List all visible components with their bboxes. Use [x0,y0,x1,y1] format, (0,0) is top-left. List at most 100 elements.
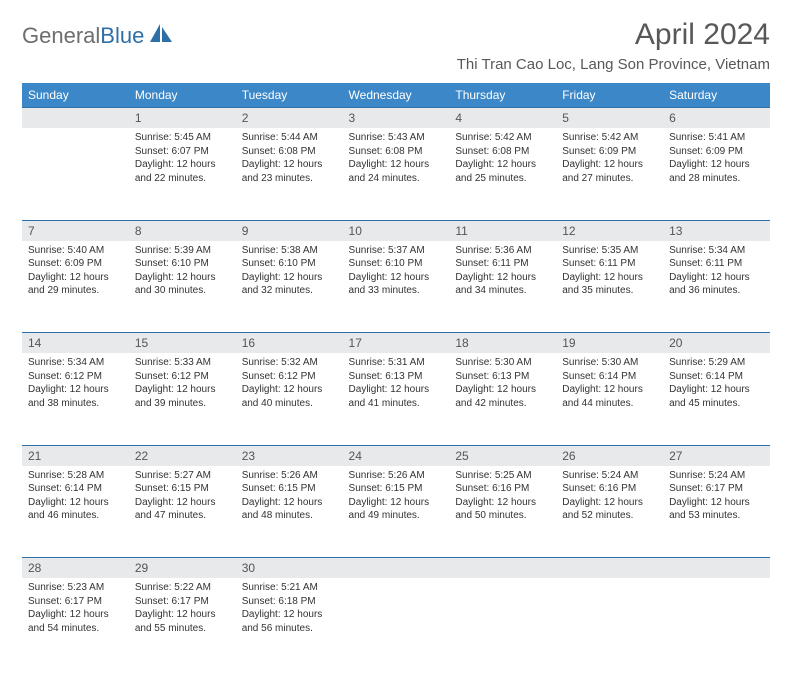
col-monday: Monday [129,83,236,108]
col-tuesday: Tuesday [236,83,343,108]
day-cell: Sunrise: 5:28 AMSunset: 6:14 PMDaylight:… [22,466,129,558]
day-number-row: 14151617181920 [22,333,770,354]
day-cell: Sunrise: 5:22 AMSunset: 6:17 PMDaylight:… [129,578,236,670]
day-number: 15 [129,333,236,354]
day-number: 17 [343,333,450,354]
day-cell: Sunrise: 5:37 AMSunset: 6:10 PMDaylight:… [343,241,450,333]
daylight-line: Daylight: 12 hours and 48 minutes. [242,496,337,523]
daylight-line: Daylight: 12 hours and 42 minutes. [455,383,550,410]
daylight-line: Daylight: 12 hours and 39 minutes. [135,383,230,410]
sail-icon [148,22,174,49]
daylight-line: Daylight: 12 hours and 44 minutes. [562,383,657,410]
daylight-line: Daylight: 12 hours and 49 minutes. [349,496,444,523]
sunrise-line: Sunrise: 5:23 AM [28,581,123,595]
daylight-line: Daylight: 12 hours and 55 minutes. [135,608,230,635]
day-number: 22 [129,445,236,466]
day-number-row: 123456 [22,108,770,129]
sunset-line: Sunset: 6:08 PM [455,145,550,159]
sunset-line: Sunset: 6:14 PM [669,370,764,384]
day-number: 7 [22,220,129,241]
day-number: 30 [236,558,343,579]
day-content-row: Sunrise: 5:34 AMSunset: 6:12 PMDaylight:… [22,353,770,445]
sunrise-line: Sunrise: 5:33 AM [135,356,230,370]
sunrise-line: Sunrise: 5:36 AM [455,244,550,258]
day-number [556,558,663,579]
day-number: 10 [343,220,450,241]
day-cell: Sunrise: 5:45 AMSunset: 6:07 PMDaylight:… [129,128,236,220]
sunset-line: Sunset: 6:15 PM [242,482,337,496]
sunrise-line: Sunrise: 5:39 AM [135,244,230,258]
sunset-line: Sunset: 6:16 PM [455,482,550,496]
day-cell [449,578,556,670]
day-cell: Sunrise: 5:30 AMSunset: 6:13 PMDaylight:… [449,353,556,445]
day-number: 14 [22,333,129,354]
daylight-line: Daylight: 12 hours and 45 minutes. [669,383,764,410]
daylight-line: Daylight: 12 hours and 50 minutes. [455,496,550,523]
daylight-line: Daylight: 12 hours and 36 minutes. [669,271,764,298]
day-number: 20 [663,333,770,354]
sunset-line: Sunset: 6:12 PM [28,370,123,384]
day-cell: Sunrise: 5:34 AMSunset: 6:11 PMDaylight:… [663,241,770,333]
day-cell [343,578,450,670]
day-cell [556,578,663,670]
day-cell [22,128,129,220]
day-number: 4 [449,108,556,129]
day-number: 12 [556,220,663,241]
day-number: 21 [22,445,129,466]
daylight-line: Daylight: 12 hours and 25 minutes. [455,158,550,185]
sunset-line: Sunset: 6:13 PM [349,370,444,384]
day-number: 26 [556,445,663,466]
day-cell: Sunrise: 5:31 AMSunset: 6:13 PMDaylight:… [343,353,450,445]
logo-text: GeneralBlue [22,23,144,49]
day-cell: Sunrise: 5:42 AMSunset: 6:09 PMDaylight:… [556,128,663,220]
day-number [343,558,450,579]
day-number [663,558,770,579]
day-cell: Sunrise: 5:42 AMSunset: 6:08 PMDaylight:… [449,128,556,220]
day-number: 25 [449,445,556,466]
sunrise-line: Sunrise: 5:24 AM [669,469,764,483]
header: GeneralBlue April 2024 Thi Tran Cao Loc,… [22,18,770,73]
day-cell: Sunrise: 5:41 AMSunset: 6:09 PMDaylight:… [663,128,770,220]
sunrise-line: Sunrise: 5:44 AM [242,131,337,145]
sunrise-line: Sunrise: 5:28 AM [28,469,123,483]
day-number: 5 [556,108,663,129]
day-number: 1 [129,108,236,129]
daylight-line: Daylight: 12 hours and 53 minutes. [669,496,764,523]
day-number: 18 [449,333,556,354]
sunrise-line: Sunrise: 5:35 AM [562,244,657,258]
day-content-row: Sunrise: 5:23 AM Sunset: 6:17 PMDaylight:… [22,578,770,670]
sunset-line: Sunset: 6:09 PM [28,257,123,271]
sunrise-line: Sunrise: 5:37 AM [349,244,444,258]
day-cell: Sunrise: 5:38 AMSunset: 6:10 PMDaylight:… [236,241,343,333]
day-number: 23 [236,445,343,466]
daylight-line: Daylight: 12 hours and 22 minutes. [135,158,230,185]
daylight-line: Daylight: 12 hours and 47 minutes. [135,496,230,523]
day-number: 28 [22,558,129,579]
day-cell: Sunrise: 5:27 AMSunset: 6:15 PMDaylight:… [129,466,236,558]
daylight-line: Daylight: 12 hours and 30 minutes. [135,271,230,298]
daylight-line: Daylight: 12 hours and 41 minutes. [349,383,444,410]
day-cell: Sunrise: 5:21 AMSunset: 6:18 PMDaylight:… [236,578,343,670]
logo-text-general: General [22,23,100,48]
sunset-line: Sunset: 6:16 PM [562,482,657,496]
day-cell: Sunrise: 5:44 AMSunset: 6:08 PMDaylight:… [236,128,343,220]
sunrise-line: Sunrise: 5:26 AM [349,469,444,483]
day-number: 8 [129,220,236,241]
daylight-line: Daylight: 12 hours and 40 minutes. [242,383,337,410]
day-number: 9 [236,220,343,241]
sunset-line: Sunset: 6:09 PM [562,145,657,159]
daylight-line: Daylight: 12 hours and 27 minutes. [562,158,657,185]
col-saturday: Saturday [663,83,770,108]
day-number: 3 [343,108,450,129]
sunset-line: Sunset: 6:17 PM [135,595,230,609]
day-cell: Sunrise: 5:29 AMSunset: 6:14 PMDaylight:… [663,353,770,445]
day-cell: Sunrise: 5:33 AMSunset: 6:12 PMDaylight:… [129,353,236,445]
sunset-line: Sunset: 6:14 PM [562,370,657,384]
daylight-line: Daylight: 12 hours and 29 minutes. [28,271,123,298]
day-number-row: 21222324252627 [22,445,770,466]
daylight-line: Daylight: 12 hours and 28 minutes. [669,158,764,185]
sunset-line: Sunset: 6:11 PM [455,257,550,271]
sunset-line: Sunset: 6:12 PM [135,370,230,384]
sunset-line: Sunset: 6:10 PM [135,257,230,271]
day-number-row: 78910111213 [22,220,770,241]
